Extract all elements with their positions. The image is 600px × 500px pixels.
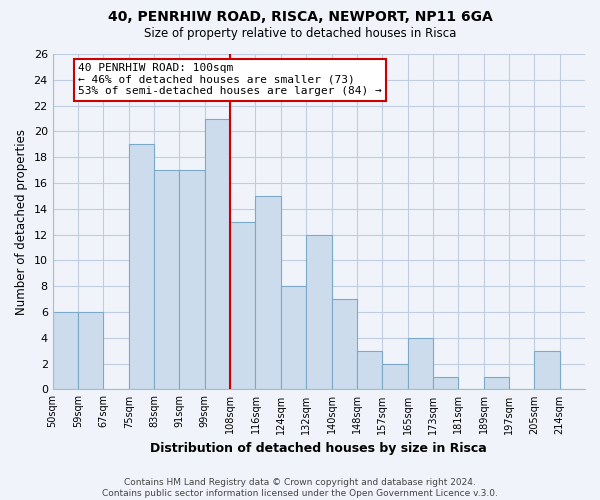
Text: 40 PENRHIW ROAD: 100sqm
← 46% of detached houses are smaller (73)
53% of semi-de: 40 PENRHIW ROAD: 100sqm ← 46% of detache… <box>78 63 382 96</box>
Bar <box>154 170 179 390</box>
Y-axis label: Number of detached properties: Number of detached properties <box>15 128 28 314</box>
Text: Contains HM Land Registry data © Crown copyright and database right 2024.
Contai: Contains HM Land Registry data © Crown c… <box>102 478 498 498</box>
Bar <box>357 350 382 390</box>
Bar <box>78 312 103 390</box>
Bar <box>332 299 357 390</box>
Bar <box>256 196 281 390</box>
Bar <box>407 338 433 390</box>
X-axis label: Distribution of detached houses by size in Risca: Distribution of detached houses by size … <box>151 442 487 455</box>
Bar <box>230 222 256 390</box>
Bar <box>433 376 458 390</box>
Bar <box>129 144 154 390</box>
Bar <box>179 170 205 390</box>
Bar <box>382 364 407 390</box>
Text: Size of property relative to detached houses in Risca: Size of property relative to detached ho… <box>144 28 456 40</box>
Bar <box>53 312 78 390</box>
Text: 40, PENRHIW ROAD, RISCA, NEWPORT, NP11 6GA: 40, PENRHIW ROAD, RISCA, NEWPORT, NP11 6… <box>107 10 493 24</box>
Bar <box>281 286 306 390</box>
Bar <box>205 118 230 390</box>
Bar <box>535 350 560 390</box>
Bar <box>484 376 509 390</box>
Bar <box>306 234 332 390</box>
